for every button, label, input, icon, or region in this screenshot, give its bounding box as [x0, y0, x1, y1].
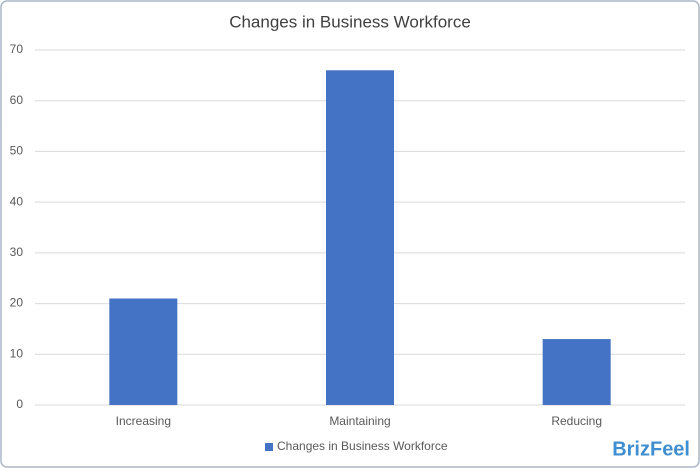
y-tick-label: 30 — [10, 245, 24, 259]
y-tick-label: 60 — [10, 93, 24, 107]
y-tick-label: 0 — [16, 397, 23, 411]
legend-swatch — [265, 443, 273, 451]
watermark: BrizFeel — [612, 438, 690, 460]
y-tick-label: 10 — [10, 346, 24, 360]
x-tick-label: Reducing — [551, 414, 602, 428]
chart-title: Changes in Business Workforce — [229, 12, 471, 31]
x-tick-label: Increasing — [116, 414, 171, 428]
bar — [109, 298, 178, 405]
y-tick-label: 40 — [10, 194, 24, 208]
bar — [326, 70, 394, 406]
y-tick-label: 70 — [10, 42, 24, 56]
bar — [542, 339, 611, 405]
x-tick-label: Maintaining — [329, 414, 390, 428]
y-tick-label: 20 — [10, 296, 24, 310]
y-tick-label: 50 — [10, 144, 24, 158]
legend-label: Changes in Business Workforce — [277, 439, 448, 453]
